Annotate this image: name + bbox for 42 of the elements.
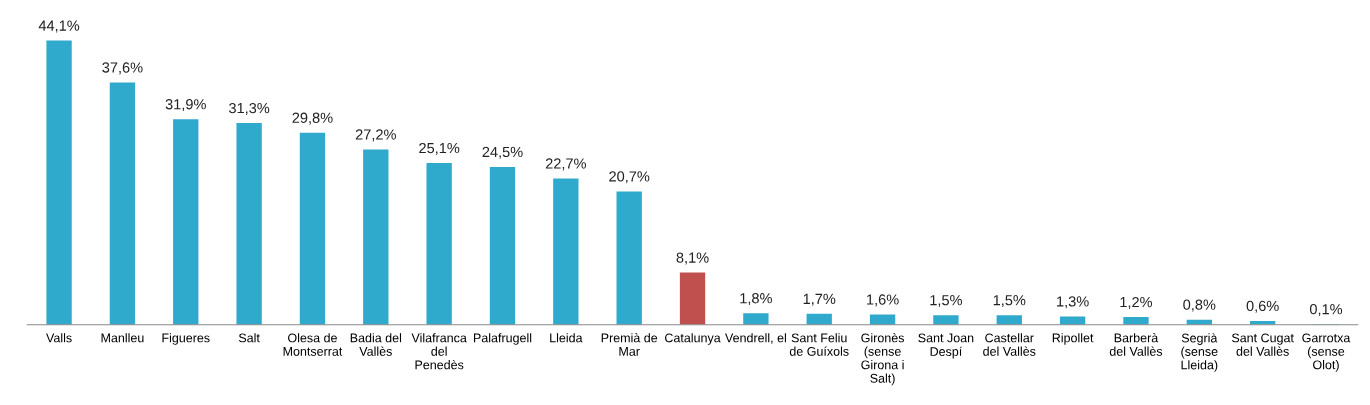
x-tick-label: Ripollet xyxy=(1052,333,1094,345)
data-label: 31,3% xyxy=(228,102,270,115)
x-tick-label: Figueres xyxy=(162,333,210,345)
data-label: 0,6% xyxy=(1246,300,1279,313)
x-tick-label: Sant Feliu de Guíxols xyxy=(789,333,849,356)
x-tick-label: Segrià (sense Lleida) xyxy=(1181,333,1218,372)
x-tick-label: Catalunya xyxy=(665,333,721,345)
data-label: 24,5% xyxy=(482,146,523,159)
x-tick-label: Lleida xyxy=(550,333,583,343)
x-tick-label: Badia del Vallès xyxy=(350,333,402,356)
x-tick-label: Valls xyxy=(46,333,72,343)
data-label: 29,8% xyxy=(292,112,333,125)
x-tick-label: Sant Joan Despí xyxy=(918,333,974,359)
x-tick-label: Premià de Mar xyxy=(601,333,658,356)
data-label: 20,7% xyxy=(609,171,650,184)
data-label: 1,7% xyxy=(803,293,836,306)
x-tick-label: Manlleu xyxy=(101,333,144,343)
data-label: 1,6% xyxy=(867,294,899,307)
data-label: 31,9% xyxy=(165,99,206,112)
data-label: 1,5% xyxy=(993,295,1026,308)
data-label: 8,1% xyxy=(676,252,709,265)
data-label: 37,6% xyxy=(102,62,143,75)
data-label: 1,5% xyxy=(930,295,963,308)
data-label: 1,2% xyxy=(1120,296,1153,309)
data-label: 22,7% xyxy=(545,158,586,171)
data-label: 44,1% xyxy=(38,20,80,33)
x-tick-label: Castellar del Vallès xyxy=(983,333,1036,356)
data-label: 0,8% xyxy=(1183,299,1216,312)
x-tick-label: Gironès (sense Girona i Salt) xyxy=(861,333,905,386)
data-label: 1,3% xyxy=(1057,296,1089,309)
x-tick-label: Sant Cugat del Vallès xyxy=(1231,333,1294,356)
data-label: 25,1% xyxy=(419,142,460,155)
x-tick-label: Palafrugell xyxy=(473,333,532,345)
x-tick-label: Vendrell, el xyxy=(725,333,786,344)
x-tick-label: Olesa de Montserrat xyxy=(283,333,343,356)
x-tick-label: Vilafranca del Penedès xyxy=(411,333,467,370)
data-label: 0,1% xyxy=(1309,304,1343,317)
data-label: 27,2% xyxy=(355,129,396,142)
x-tick-label: Barberà del Vallès xyxy=(1109,333,1163,356)
data-label: 1,8% xyxy=(740,293,772,306)
x-tick-label: Garrotxa (sense Olot) xyxy=(1302,333,1351,372)
x-tick-label: Salt xyxy=(238,333,260,343)
